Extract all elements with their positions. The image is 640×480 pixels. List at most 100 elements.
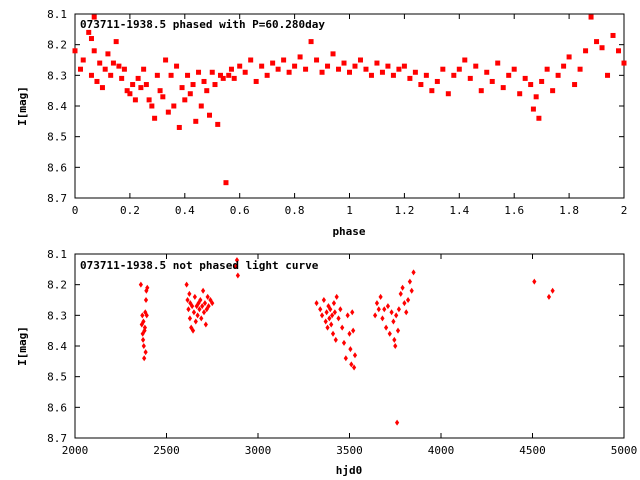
data-point bbox=[347, 69, 352, 75]
data-point bbox=[566, 54, 572, 60]
data-point bbox=[220, 75, 226, 81]
data-point bbox=[146, 97, 152, 103]
data-point bbox=[462, 57, 468, 63]
data-point bbox=[193, 318, 198, 325]
data-point bbox=[325, 63, 331, 69]
data-point bbox=[140, 312, 145, 319]
data-point bbox=[94, 78, 100, 84]
data-point bbox=[429, 88, 435, 94]
data-point bbox=[374, 300, 380, 307]
data-point bbox=[345, 312, 350, 319]
data-point bbox=[275, 66, 281, 72]
data-point bbox=[149, 103, 155, 109]
data-point bbox=[382, 306, 387, 313]
x-tick-label: 0.8 bbox=[285, 204, 305, 217]
data-point bbox=[418, 82, 424, 88]
data-point bbox=[80, 57, 86, 63]
data-point bbox=[235, 272, 240, 279]
data-point bbox=[379, 69, 385, 75]
data-point bbox=[583, 48, 589, 54]
data-point bbox=[434, 78, 440, 84]
data-point bbox=[182, 97, 188, 103]
data-point bbox=[195, 312, 200, 319]
data-point bbox=[174, 63, 180, 69]
data-point bbox=[292, 63, 298, 69]
data-point bbox=[387, 330, 392, 337]
chart-title: 073711-1938.5 not phased light curve bbox=[80, 259, 319, 272]
data-point bbox=[198, 297, 203, 303]
data-point bbox=[500, 85, 506, 91]
y-tick-label: 8.5 bbox=[47, 131, 67, 144]
x-tick-label: 2000 bbox=[62, 444, 89, 457]
y-tick-label: 8.5 bbox=[47, 371, 67, 384]
data-point bbox=[546, 293, 552, 300]
data-point bbox=[325, 324, 330, 331]
data-point bbox=[110, 60, 116, 66]
data-point bbox=[105, 51, 111, 57]
data-point bbox=[341, 60, 347, 66]
data-point bbox=[599, 45, 605, 51]
data-point bbox=[357, 57, 363, 63]
data-point bbox=[467, 75, 473, 81]
data-point bbox=[511, 66, 517, 72]
data-point bbox=[398, 290, 403, 297]
y-tick-label: 8.4 bbox=[47, 100, 67, 113]
data-point bbox=[297, 54, 303, 60]
data-point bbox=[506, 72, 512, 78]
data-point bbox=[210, 300, 215, 307]
data-point bbox=[314, 57, 320, 63]
y-tick-label: 8.7 bbox=[47, 192, 67, 205]
data-point bbox=[330, 312, 335, 319]
data-point bbox=[572, 82, 578, 88]
data-point bbox=[141, 343, 146, 349]
data-point bbox=[544, 66, 550, 72]
data-point bbox=[308, 39, 314, 45]
x-tick-label: 1.4 bbox=[449, 204, 469, 217]
data-point bbox=[226, 72, 232, 78]
x-tick-label: 1.6 bbox=[504, 204, 524, 217]
data-point bbox=[145, 284, 150, 291]
data-point bbox=[517, 91, 523, 97]
data-point bbox=[138, 85, 144, 91]
data-point bbox=[423, 72, 429, 78]
data-point bbox=[330, 51, 336, 57]
data-point bbox=[385, 303, 391, 310]
data-point bbox=[127, 91, 133, 97]
data-point bbox=[396, 306, 402, 313]
data-point bbox=[393, 343, 398, 349]
data-point bbox=[528, 82, 534, 88]
data-point bbox=[200, 303, 205, 310]
data-point bbox=[484, 69, 490, 75]
chart-title: 073711-1938.5 phased with P=60.280day bbox=[80, 18, 325, 31]
x-axis-label: hjd0 bbox=[336, 464, 363, 477]
data-point bbox=[407, 278, 412, 285]
data-point bbox=[142, 355, 147, 362]
data-point bbox=[88, 36, 94, 42]
data-point bbox=[202, 300, 208, 307]
data-point bbox=[412, 69, 418, 75]
data-point bbox=[141, 318, 146, 325]
x-tick-label: 0.6 bbox=[230, 204, 250, 217]
data-point bbox=[286, 69, 292, 75]
data-point bbox=[522, 75, 528, 81]
data-point bbox=[394, 419, 400, 426]
data-point bbox=[348, 346, 353, 353]
data-point bbox=[376, 306, 381, 313]
data-point bbox=[140, 336, 146, 343]
data-point bbox=[577, 66, 583, 72]
data-point bbox=[336, 66, 342, 72]
data-point bbox=[143, 82, 149, 88]
data-point bbox=[396, 66, 402, 72]
data-point bbox=[389, 309, 394, 316]
data-point bbox=[380, 315, 385, 322]
data-point bbox=[237, 63, 243, 69]
data-point bbox=[144, 312, 149, 319]
x-tick-label: 0 bbox=[72, 204, 79, 217]
data-point bbox=[234, 257, 240, 264]
data-point bbox=[264, 72, 270, 78]
data-point bbox=[378, 293, 383, 300]
data-point bbox=[77, 66, 83, 72]
data-point bbox=[187, 315, 193, 322]
data-point bbox=[555, 72, 561, 78]
data-point bbox=[168, 72, 174, 78]
